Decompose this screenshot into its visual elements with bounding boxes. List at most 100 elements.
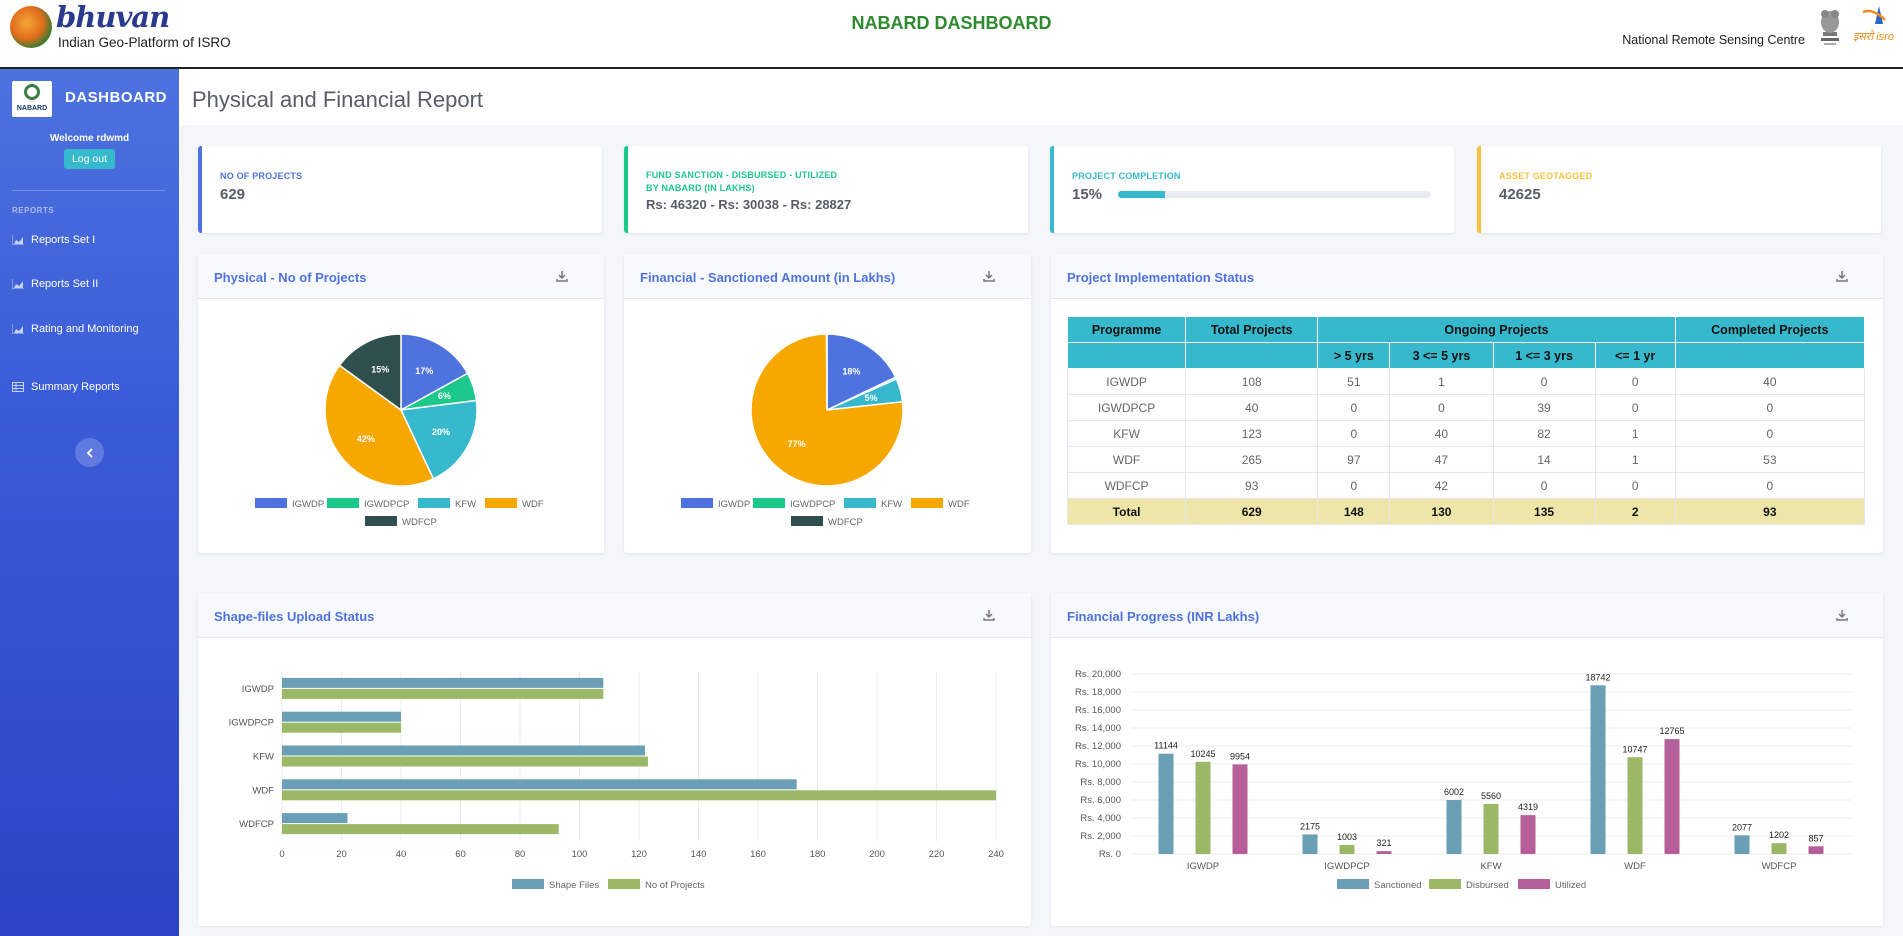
table-cell: 130 (1389, 498, 1494, 525)
table-cell: 51 (1317, 368, 1391, 395)
kpi-value: 629 (220, 186, 246, 203)
legend-label[interactable]: WDF (522, 499, 544, 510)
bar[interactable] (1158, 753, 1174, 854)
table-cell: 42 (1389, 472, 1494, 499)
bar[interactable] (1664, 739, 1680, 854)
pie-slice[interactable] (324, 364, 435, 487)
x-tick-label: 60 (455, 849, 466, 860)
bhuvan-logo[interactable]: bhuvan Indian Geo-Platform of ISRO (10, 0, 240, 62)
sidebar-item-reports-set-2[interactable]: Reports Set II (12, 278, 98, 290)
column-subheader: 1 <= 3 yrs (1492, 342, 1596, 369)
sidebar-item-label: Reports Set I (31, 234, 96, 246)
bar[interactable] (1771, 843, 1787, 854)
bar-data-label: 1202 (1769, 830, 1789, 840)
download-icon[interactable] (983, 270, 995, 282)
bar[interactable] (282, 756, 648, 767)
bar[interactable] (1339, 844, 1355, 854)
table-cell: 53 (1674, 446, 1866, 473)
bar[interactable] (1627, 757, 1643, 854)
legend-label[interactable]: Disbursed (1466, 880, 1509, 891)
bar[interactable] (1232, 764, 1248, 854)
legend-swatch (512, 879, 544, 889)
table-cell: 0 (1317, 420, 1391, 447)
legend-label[interactable]: IGWDP (292, 499, 324, 510)
download-icon[interactable] (983, 609, 995, 621)
table-cell: 1 (1594, 446, 1676, 473)
pie-data-label: 17% (415, 366, 433, 376)
x-tick-label: 160 (750, 849, 766, 860)
bar[interactable] (1808, 846, 1824, 854)
legend-label[interactable]: No of Projects (645, 880, 705, 891)
legend-label[interactable]: Shape Files (549, 880, 599, 891)
bar[interactable] (282, 711, 401, 722)
table-cell: 0 (1317, 472, 1391, 499)
top-bar: bhuvan Indian Geo-Platform of ISRO NABAR… (0, 0, 1903, 69)
pie-slice[interactable] (399, 399, 478, 480)
bar[interactable] (1590, 685, 1606, 854)
table-row: WDFCP 93 0 42 0 0 0 (1066, 472, 1866, 499)
legend-label[interactable]: IGWDPCP (364, 499, 409, 510)
x-tick-label: IGWDP (1187, 861, 1219, 872)
legend-label[interactable]: KFW (455, 499, 476, 510)
y-tick-label: Rs. 10,000 (1075, 759, 1121, 770)
table-cell: 148 (1317, 498, 1391, 525)
sidebar-item-rating-monitoring[interactable]: Rating and Monitoring (12, 323, 139, 335)
table-cell: 97 (1317, 446, 1391, 473)
page-title-band (179, 69, 1903, 125)
bar-data-label: 18742 (1585, 672, 1610, 682)
download-icon[interactable] (556, 270, 568, 282)
table-cell: 47 (1389, 446, 1494, 473)
table-cell: 265 (1185, 446, 1319, 473)
bar[interactable] (282, 779, 797, 790)
bar[interactable] (282, 790, 996, 801)
table-cell: 40 (1674, 368, 1866, 395)
legend-label[interactable]: WDFCP (828, 517, 863, 528)
bar[interactable] (1446, 799, 1462, 854)
legend-label[interactable]: IGWDP (718, 499, 750, 510)
pie-slice[interactable] (826, 333, 897, 412)
table-row: IGWDP 108 51 1 0 0 40 (1066, 368, 1866, 395)
bar[interactable] (282, 688, 604, 699)
pie-slice[interactable] (400, 333, 469, 412)
download-icon[interactable] (1836, 609, 1848, 621)
card-financial: Financial - Sanctioned Amount (in Lakhs)… (624, 254, 1031, 553)
progress-fill (1118, 191, 1165, 198)
sidebar-item-summary-reports[interactable]: Summary Reports (12, 381, 120, 393)
bar-data-label: 10245 (1190, 749, 1215, 759)
legend-label[interactable]: Utilized (1555, 880, 1586, 891)
bar[interactable] (282, 677, 604, 688)
logo-wordmark: bhuvan (56, 0, 170, 34)
legend-label[interactable]: KFW (881, 499, 902, 510)
column-header-ongoing: Ongoing Projects (1317, 316, 1676, 343)
bar[interactable] (282, 745, 645, 756)
org-name: National Remote Sensing Centre (1622, 33, 1805, 47)
legend-label[interactable]: WDF (948, 499, 970, 510)
bar[interactable] (1376, 851, 1392, 854)
bar[interactable] (1734, 835, 1750, 854)
pie-slice[interactable] (338, 333, 402, 412)
pie-slice[interactable] (750, 333, 904, 487)
bar[interactable] (282, 824, 559, 835)
bar[interactable] (1302, 834, 1318, 854)
page-title: Physical and Financial Report (192, 87, 484, 112)
bar[interactable] (1520, 815, 1536, 854)
y-tick-label: WDF (252, 785, 274, 796)
nabard-logo[interactable]: NABARD (12, 81, 52, 117)
x-tick-label: 220 (929, 849, 945, 860)
legend-label[interactable]: IGWDPCP (790, 499, 835, 510)
bar[interactable] (1483, 803, 1499, 854)
sidebar-item-reports-set-1[interactable]: Reports Set I (12, 234, 95, 246)
legend-swatch (791, 516, 823, 526)
sidebar-title[interactable]: DASHBOARD (65, 89, 167, 106)
bar[interactable] (282, 813, 348, 824)
download-icon[interactable] (1836, 270, 1848, 282)
sidebar-toggle-button[interactable] (75, 438, 104, 467)
chart-area-icon (12, 235, 24, 245)
pie-data-label: 15% (371, 364, 389, 374)
bar[interactable] (1195, 761, 1211, 854)
table-cell: 40 (1185, 394, 1319, 421)
logout-button[interactable]: Log out (64, 149, 115, 169)
legend-label[interactable]: WDFCP (402, 517, 437, 528)
legend-label[interactable]: Sanctioned (1374, 880, 1422, 891)
bar[interactable] (282, 722, 401, 733)
